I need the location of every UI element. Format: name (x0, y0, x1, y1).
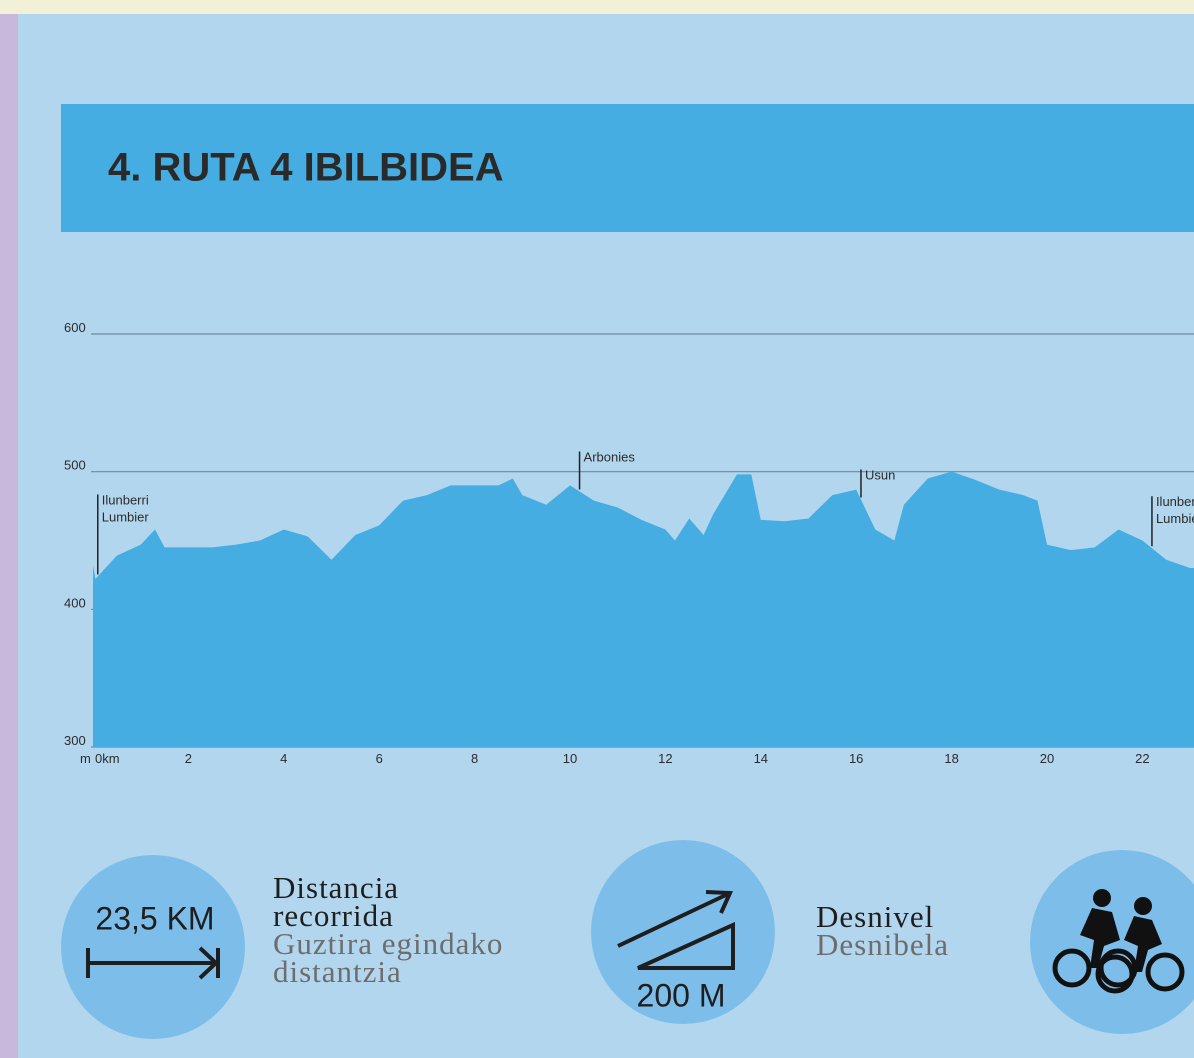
x-tick-label: 2 (185, 751, 192, 766)
x-tick-label: 0km (95, 751, 120, 766)
y-tick-label: 400 (64, 595, 86, 610)
x-tick-label: 4 (280, 751, 287, 766)
x-tick-label: 10 (563, 751, 577, 766)
y-tick-label: 600 (64, 320, 86, 335)
stat-circle (61, 855, 245, 1039)
x-tick-label: 18 (944, 751, 958, 766)
x-tick-label: 20 (1040, 751, 1054, 766)
y-unit-label: m (80, 751, 91, 766)
elevation-area (93, 472, 1194, 747)
place-label: Lumbier (1156, 511, 1194, 526)
elevation-chart: 300 400 500 600 m 0km 2 4 6 8 10 12 14 16 18 20 22 Ilunbe… (64, 320, 1194, 766)
title: 4. RUTA 4 IBILBIDEA (108, 146, 504, 190)
y-tick-label: 500 (64, 458, 86, 473)
stat-value: 23,5 KM (95, 900, 214, 936)
top-bar (0, 0, 1194, 14)
place-label: Ilunberri (1156, 494, 1194, 509)
stat-value: 200 M (637, 977, 726, 1013)
stats: 23,5 KM 200 M DistanciarecorridaGuztira … (61, 840, 1194, 1039)
stat-subtitle: distantzia (273, 954, 402, 989)
x-tick-label: 12 (658, 751, 672, 766)
place-label: Arbonies (584, 449, 636, 464)
place-label: Ilunberri (102, 492, 149, 507)
x-tick-label: 22 (1135, 751, 1149, 766)
x-tick-label: 6 (376, 751, 383, 766)
x-tick-label: 14 (754, 751, 768, 766)
place-label: Usun (865, 468, 895, 483)
x-tick-label: 16 (849, 751, 863, 766)
side-strip (0, 14, 18, 1058)
place-label: Lumbier (102, 509, 150, 524)
x-tick-label: 8 (471, 751, 478, 766)
screen: 4. RUTA 4 IBILBIDEA 300 400 500 600 m 0km 2 4 6 8… (0, 0, 1194, 1058)
page: {"header": {"title": "4. RUTA 4 IBILBIDE… (0, 0, 1194, 1058)
y-tick-label: 300 (64, 733, 86, 748)
stat-subtitle: Desnibela (816, 927, 949, 962)
